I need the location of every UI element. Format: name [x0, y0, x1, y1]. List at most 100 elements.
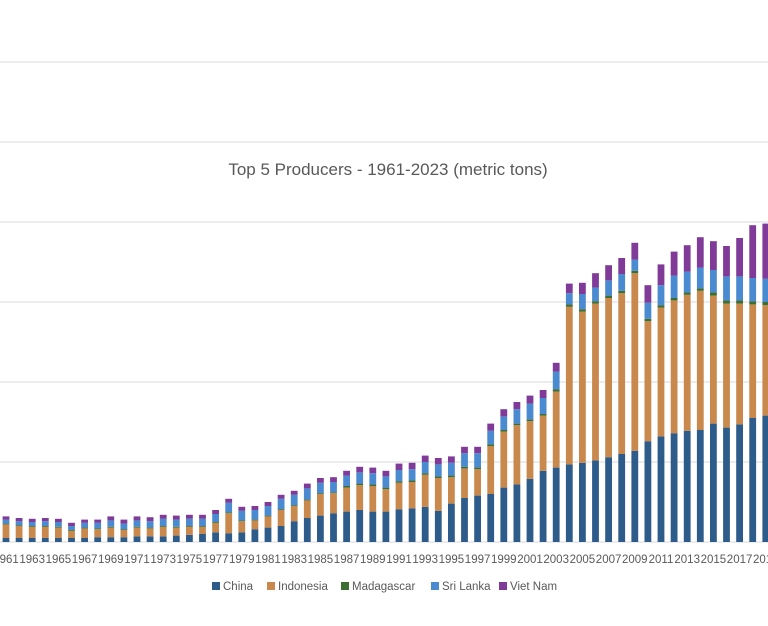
bar-segment-sri-lanka — [41, 521, 49, 526]
bar-segment-indonesia — [133, 527, 141, 537]
bar-segment-indonesia — [382, 489, 390, 512]
bar-segment-china — [736, 424, 743, 542]
bar-segment-sri-lanka — [513, 409, 521, 424]
bar-segment-indonesia — [303, 500, 311, 518]
bar-segment-madagascar — [487, 444, 495, 446]
bar-segment-china — [670, 433, 678, 542]
bar-segment-china — [723, 427, 730, 542]
bar-segment-indonesia — [277, 510, 285, 526]
bar-segment-sri-lanka — [500, 416, 508, 430]
x-tick-label: 1981 — [255, 554, 281, 566]
bar-segment-sri-lanka — [133, 520, 141, 527]
bar-segment-viet-nam — [2, 516, 10, 520]
bar-segment-china — [186, 534, 193, 542]
bar-segment-viet-nam — [238, 506, 246, 511]
bar-segment-sri-lanka — [369, 473, 377, 485]
bar-segment-madagascar — [448, 475, 455, 478]
bar-segment-madagascar — [749, 301, 757, 305]
x-axis-tick-labels: 1961196319651967196919711973197519771979… — [0, 554, 768, 566]
x-tick-label: 2017 — [727, 554, 753, 566]
bar-segment-china — [461, 498, 468, 542]
bar-segment-indonesia — [15, 526, 23, 538]
bar-segment-viet-nam — [369, 467, 377, 474]
bar-segment-madagascar — [683, 292, 691, 295]
bar-segment-viet-nam — [670, 251, 678, 276]
bar-segment-madagascar — [382, 487, 390, 490]
bar-segment-china — [565, 464, 573, 542]
bar-segment-madagascar — [736, 300, 743, 304]
bar-segment-indonesia — [225, 513, 233, 534]
bar-segment-sri-lanka — [605, 280, 612, 296]
legend-label: Madagascar — [352, 581, 415, 593]
bar-segment-china — [474, 495, 481, 542]
bar-segment-viet-nam — [618, 258, 626, 274]
bar-segment-china — [762, 415, 768, 542]
x-tick-label: 2009 — [622, 554, 648, 566]
bar-segment-madagascar — [670, 298, 678, 301]
bar-segment-viet-nam — [474, 446, 481, 454]
bar-segment-china — [225, 533, 233, 542]
bar-segment-china — [251, 529, 259, 542]
bar-segment-madagascar — [28, 526, 36, 527]
bar-segment-madagascar — [186, 526, 193, 527]
bar-segment-madagascar — [592, 301, 599, 304]
bar-segment-sri-lanka — [644, 302, 652, 319]
x-tick-label: 1973 — [150, 554, 176, 566]
x-tick-label: 2003 — [543, 554, 569, 566]
bar-segment-madagascar — [513, 423, 521, 426]
legend-swatch — [341, 582, 349, 590]
bar-segment-indonesia — [657, 307, 665, 437]
x-tick-label: 2005 — [570, 554, 596, 566]
bar-segment-viet-nam — [68, 522, 75, 526]
bar-segment-viet-nam — [710, 241, 717, 270]
legend-swatch — [267, 582, 275, 590]
bar-segment-sri-lanka — [146, 521, 154, 528]
bar-segment-viet-nam — [448, 456, 455, 463]
bar-segment-indonesia — [68, 530, 75, 538]
bar-segment-indonesia — [343, 487, 350, 512]
bar-segment-viet-nam — [133, 516, 141, 521]
bar-segment-china — [644, 441, 652, 542]
bar-segment-indonesia — [356, 485, 364, 510]
bar-segment-madagascar — [526, 419, 534, 422]
bar-segment-indonesia — [565, 306, 573, 465]
bar-segment-madagascar — [461, 466, 468, 469]
bar-segment-viet-nam — [41, 518, 49, 522]
bar-segment-madagascar — [408, 480, 416, 482]
bar-segment-sri-lanka — [487, 430, 495, 445]
bar-segment-sri-lanka — [565, 293, 573, 305]
bar-segment-viet-nam — [723, 246, 730, 277]
bar-segment-viet-nam — [107, 516, 115, 521]
bar-segment-madagascar — [146, 527, 154, 529]
bar-segment-indonesia — [264, 516, 272, 528]
bar-segment-madagascar — [55, 526, 62, 528]
bar-segment-madagascar — [317, 493, 324, 494]
bar-segment-indonesia — [723, 303, 730, 428]
bar-segment-viet-nam — [28, 518, 36, 522]
bar-segment-sri-lanka — [736, 276, 743, 301]
bar-segment-indonesia — [618, 293, 626, 454]
bar-segment-china — [539, 470, 547, 542]
bar-segment-indonesia — [2, 524, 10, 538]
bar-segment-viet-nam — [15, 518, 23, 522]
legend-swatch — [499, 582, 507, 590]
bar-segment-sri-lanka — [421, 462, 429, 474]
bar-segment-sri-lanka — [618, 274, 626, 291]
bar-segment-sri-lanka — [277, 498, 285, 510]
bar-segment-madagascar — [474, 467, 481, 470]
bar-segment-china — [2, 538, 10, 542]
bar-segment-china — [526, 478, 534, 542]
bar-segment-madagascar — [657, 305, 665, 308]
bar-segment-sri-lanka — [382, 476, 390, 488]
chart-title: Top 5 Producers - 1961-2023 (metric tons… — [228, 160, 547, 179]
bar-segment-madagascar — [343, 486, 350, 488]
bar-segment-indonesia — [369, 486, 377, 512]
bar-segment-sri-lanka — [448, 462, 455, 476]
bar-segment-viet-nam — [736, 238, 743, 277]
bar-segment-indonesia — [461, 468, 468, 498]
bar-segment-indonesia — [28, 526, 36, 538]
bar-segment-madagascar — [2, 523, 10, 525]
bar-segment-indonesia — [317, 494, 324, 516]
bar-segment-sri-lanka — [696, 267, 704, 289]
bar-segment-madagascar — [120, 529, 128, 530]
